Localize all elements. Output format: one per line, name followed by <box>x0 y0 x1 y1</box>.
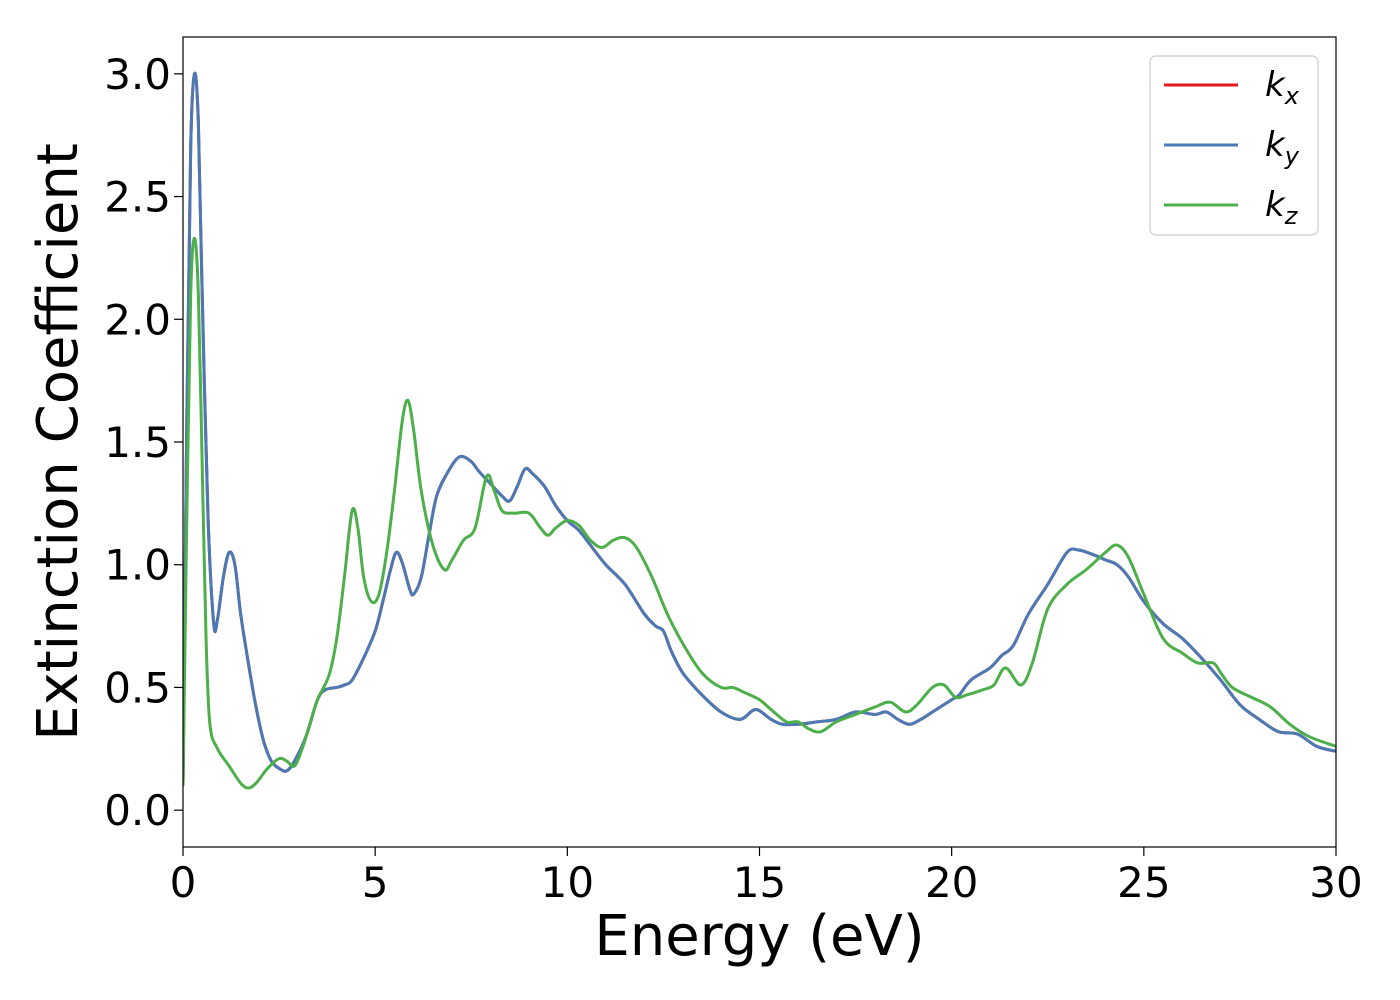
legend-label-kz: kz <box>1265 185 1299 230</box>
y-tick-label: 1.5 <box>104 418 171 467</box>
legend-label-kx: kx <box>1265 65 1300 110</box>
legend-label-ky: ky <box>1265 125 1300 170</box>
x-tick-label: 5 <box>362 858 389 907</box>
y-tick-label: 0.0 <box>104 786 171 835</box>
x-tick-label: 20 <box>925 858 978 907</box>
series-layer <box>183 71 1336 790</box>
y-axis-ticks: 0.0 0.5 1.0 1.5 2.0 2.5 3.0 <box>104 50 183 835</box>
series-line-ky <box>183 71 1336 786</box>
legend-items: kx ky kz <box>1164 65 1300 230</box>
x-tick-label: 10 <box>541 858 594 907</box>
x-tick-label: 0 <box>170 858 197 907</box>
series-line-kz <box>183 236 1336 790</box>
x-axis-label: Energy (eV) <box>594 904 924 969</box>
y-tick-label: 2.5 <box>104 173 171 222</box>
y-tick-label: 0.5 <box>104 663 171 712</box>
x-tick-label: 30 <box>1309 858 1362 907</box>
y-tick-label: 3.0 <box>104 50 171 99</box>
y-tick-label: 1.0 <box>104 541 171 590</box>
legend: kx ky kz <box>1149 55 1319 236</box>
x-axis-ticks: 0 5 10 15 20 25 30 <box>170 847 1363 907</box>
y-tick-label: 2.0 <box>104 295 171 344</box>
x-tick-label: 25 <box>1117 858 1170 907</box>
x-tick-label: 15 <box>733 858 786 907</box>
y-axis-label: Extinction Coefficient <box>26 143 91 741</box>
